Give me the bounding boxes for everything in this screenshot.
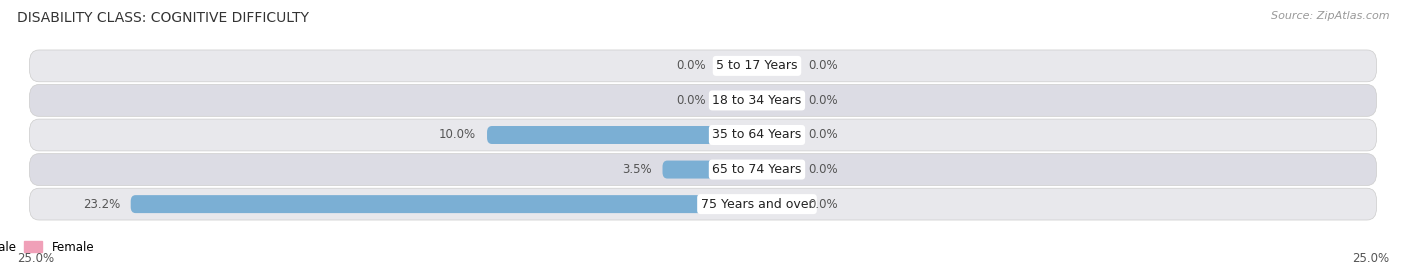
FancyBboxPatch shape [30, 154, 1376, 185]
Text: 0.0%: 0.0% [808, 129, 838, 141]
Legend: Male, Female: Male, Female [0, 241, 94, 254]
FancyBboxPatch shape [30, 188, 1376, 220]
Text: 65 to 74 Years: 65 to 74 Years [713, 163, 801, 176]
Text: 75 Years and over: 75 Years and over [700, 198, 813, 211]
Text: 5 to 17 Years: 5 to 17 Years [716, 59, 797, 72]
Text: DISABILITY CLASS: COGNITIVE DIFFICULTY: DISABILITY CLASS: COGNITIVE DIFFICULTY [17, 11, 309, 25]
Text: 18 to 34 Years: 18 to 34 Years [713, 94, 801, 107]
FancyBboxPatch shape [756, 195, 797, 213]
FancyBboxPatch shape [131, 195, 756, 213]
Text: 0.0%: 0.0% [676, 94, 706, 107]
Text: 0.0%: 0.0% [808, 59, 838, 72]
FancyBboxPatch shape [756, 57, 797, 75]
FancyBboxPatch shape [30, 50, 1376, 82]
Text: 3.5%: 3.5% [621, 163, 652, 176]
FancyBboxPatch shape [756, 126, 797, 144]
Text: 0.0%: 0.0% [808, 198, 838, 211]
Text: 23.2%: 23.2% [83, 198, 120, 211]
Text: 0.0%: 0.0% [808, 94, 838, 107]
Text: 10.0%: 10.0% [439, 129, 477, 141]
Text: 0.0%: 0.0% [808, 163, 838, 176]
Text: 0.0%: 0.0% [676, 59, 706, 72]
Text: 35 to 64 Years: 35 to 64 Years [713, 129, 801, 141]
FancyBboxPatch shape [662, 161, 756, 178]
FancyBboxPatch shape [756, 92, 797, 109]
Text: 25.0%: 25.0% [1353, 252, 1389, 265]
FancyBboxPatch shape [486, 126, 756, 144]
Text: 25.0%: 25.0% [17, 252, 53, 265]
FancyBboxPatch shape [30, 119, 1376, 151]
FancyBboxPatch shape [717, 57, 756, 75]
Text: Source: ZipAtlas.com: Source: ZipAtlas.com [1271, 11, 1389, 21]
FancyBboxPatch shape [717, 92, 756, 109]
FancyBboxPatch shape [756, 161, 797, 178]
FancyBboxPatch shape [30, 85, 1376, 116]
